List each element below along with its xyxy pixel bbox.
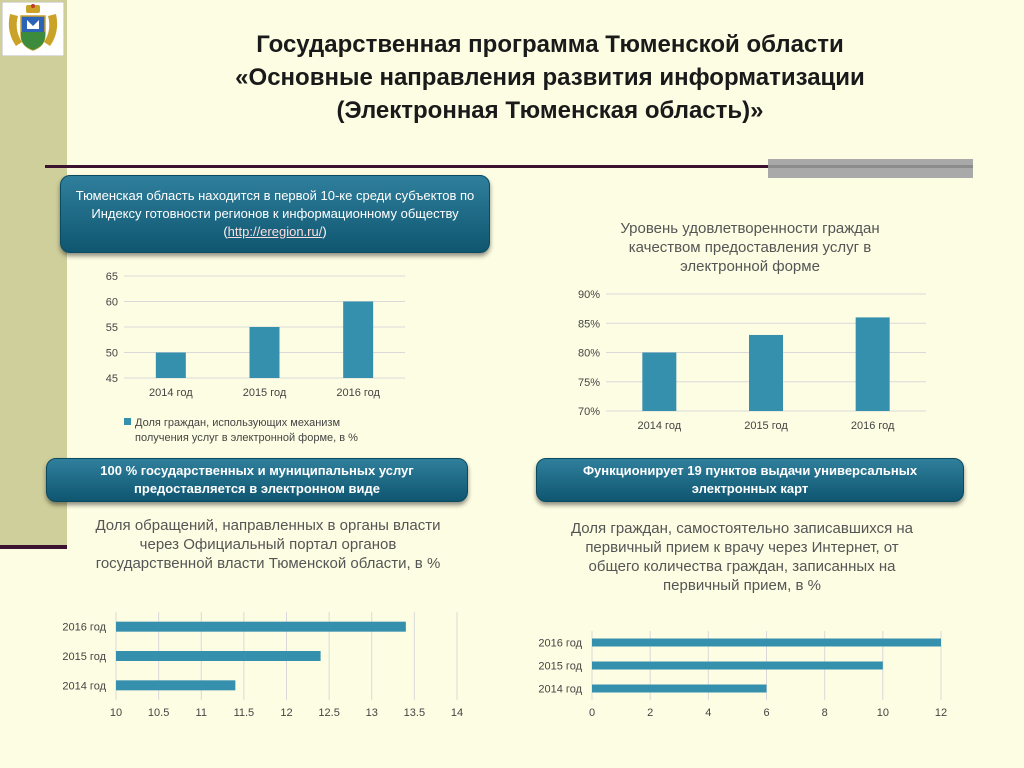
chart1-bar [249, 327, 280, 378]
title-line-2: «Основные направления развития информати… [235, 64, 865, 91]
left-divider-line [0, 545, 67, 549]
header-grey-accent-line [768, 165, 973, 168]
chart3-xtick-label: 11 [196, 707, 207, 719]
left-decorative-band [0, 0, 67, 548]
chart4-xtick-label: 12 [935, 707, 947, 719]
chart4-bar [592, 684, 767, 693]
title-line-3: (Электронная Тюменская область)» [336, 97, 764, 124]
chart3-ytick-label: 2014 год [62, 680, 106, 692]
chart1-ytick-label: 45 [106, 373, 118, 385]
chart3-xtick-label: 13 [366, 707, 378, 719]
chart4-caption: Доля граждан, самостоятельно записавшихс… [570, 520, 914, 594]
chart3-caption: Доля обращений, направленных в органы вл… [95, 517, 441, 572]
callout-card-points: Функционирует 19 пунктов выдачи универса… [536, 458, 964, 502]
header-grey-accent-bar [768, 159, 973, 178]
chart2-ytick-label: 90% [578, 289, 600, 301]
chart4-bar [592, 661, 883, 670]
chart4-ytick-label: 2015 год [538, 661, 582, 673]
chart2-bar [642, 352, 677, 411]
callout-region-ranking: Тюменская область находится в первой 10-… [60, 175, 490, 253]
callout-ranking-text: Тюменская область находится в первой 10-… [75, 188, 475, 239]
chart4-ytick-label: 2016 год [538, 638, 582, 650]
title-line-1: Государственная программа Тюменской обла… [256, 31, 844, 58]
callout-cards-text: Функционирует 19 пунктов выдачи универса… [582, 463, 918, 496]
callout-services-text: 100 % государственных и муниципальных ус… [100, 463, 414, 496]
chart3-xtick-label: 12.5 [318, 707, 339, 719]
chart3-xtick-label: 14 [451, 707, 463, 719]
chart1-bar [155, 352, 186, 378]
chart2-ytick-label: 70% [578, 406, 600, 418]
callout-electronic-services: 100 % государственных и муниципальных ус… [46, 458, 468, 502]
chart2-bar [749, 334, 783, 411]
chart3-xtick-label: 10 [110, 707, 122, 719]
eregion-link[interactable]: http://eregion.ru/ [227, 224, 323, 239]
chart4-xtick-label: 8 [822, 707, 828, 719]
chart1-legend-label: Доля граждан, использующих механизм [135, 417, 340, 429]
chart4-xtick-label: 0 [589, 707, 595, 719]
chart4-xtick-label: 6 [763, 707, 769, 719]
page-title: Государственная программа Тюменской обла… [120, 28, 980, 127]
chart2-ytick-label: 85% [578, 318, 600, 330]
chart1-ytick-label: 65 [106, 271, 118, 283]
chart3-xtick-label: 12 [280, 707, 292, 719]
chart1-legend-swatch [124, 418, 131, 425]
chart3-ytick-label: 2015 год [62, 651, 106, 663]
chart3-xtick-label: 11.5 [234, 707, 255, 719]
chart4-ytick-label: 2014 год [538, 684, 582, 696]
chart2-ytick-label: 75% [578, 377, 600, 389]
tyumen-region-emblem-icon [2, 2, 64, 56]
chart3-bar [116, 680, 236, 691]
chart1-ytick-label: 60 [106, 297, 118, 309]
chart4-bar [592, 638, 941, 647]
chart1-legend-label: получения услуг в электронной форме, в % [135, 432, 358, 444]
chart2-xtick-label: 2016 год [851, 420, 895, 432]
callout-ranking-close: ) [322, 224, 327, 239]
chart1-xtick-label: 2014 год [149, 387, 193, 399]
chart2-ytick-label: 80% [578, 348, 600, 360]
chart3-bar [116, 621, 406, 632]
chart3-xtick-label: 13.5 [404, 707, 425, 719]
chart4-xtick-label: 4 [705, 707, 711, 719]
chart1-ytick-label: 50 [106, 348, 118, 360]
chart1-xtick-label: 2015 год [243, 387, 287, 399]
chart2-xtick-label: 2015 год [744, 420, 788, 432]
chart3-xtick-label: 10.5 [148, 707, 169, 719]
header-divider-line [45, 165, 973, 168]
chart1-bar [343, 301, 374, 378]
chart4-xtick-label: 2 [647, 707, 653, 719]
chart2-caption: Уровень удовлетворенности граждан качест… [620, 220, 880, 275]
chart1-ytick-label: 55 [106, 322, 118, 334]
chart3-ytick-label: 2016 год [62, 622, 106, 634]
chart2-bar [855, 317, 890, 411]
chart3-bar [116, 651, 321, 661]
chart1-xtick-label: 2016 год [336, 387, 380, 399]
chart4-xtick-label: 10 [877, 707, 889, 719]
chart2-xtick-label: 2014 год [638, 420, 682, 432]
